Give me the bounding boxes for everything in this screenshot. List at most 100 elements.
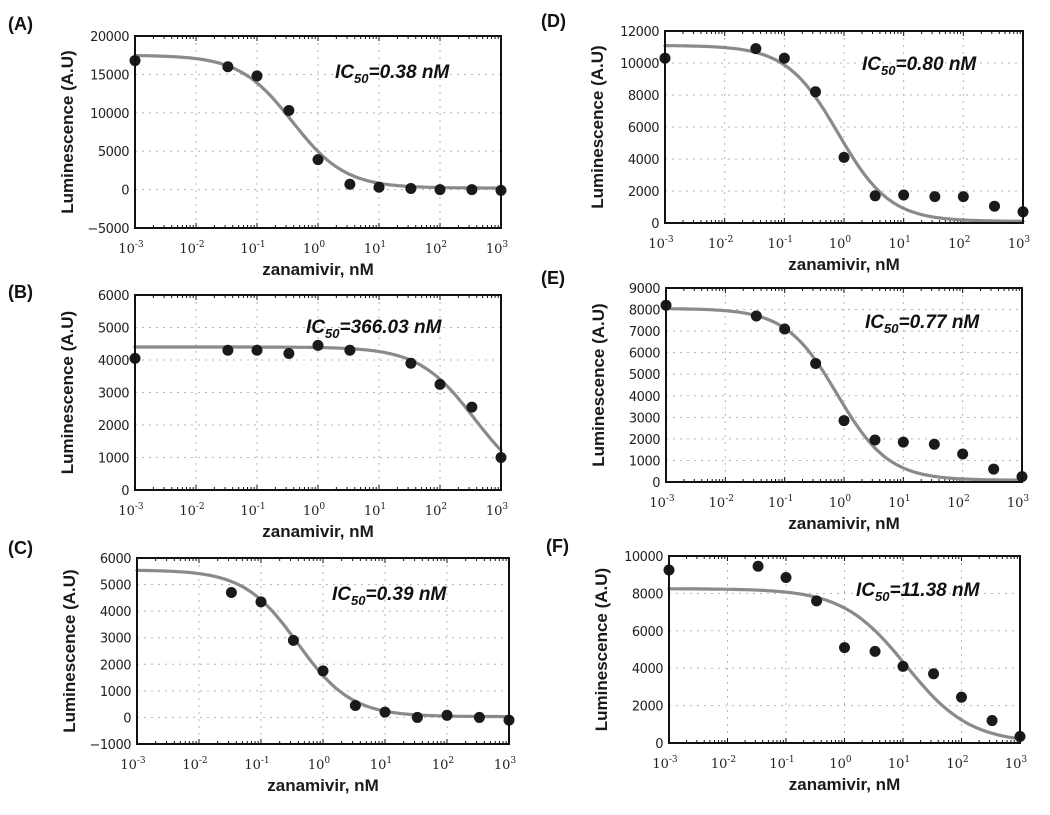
y-tick-label: 10000 [624,550,663,565]
data-point [441,709,453,721]
panel-c: −1000 0 1000 2000 3000 4000 5000 6000 10-3 10-2 10… [8,538,516,795]
ic50-annotation: IC50=366.03 nM [306,317,443,341]
data-point [810,86,822,98]
data-point [986,715,998,727]
data-point [750,43,762,55]
data-point [957,191,969,203]
x-tick-label: 10-2 [709,494,734,511]
panel-label: (E) [541,268,565,288]
x-tick-label: 10-3 [118,502,144,519]
data-point [898,189,910,201]
panel-label: (A) [8,14,33,34]
data-point [778,52,790,64]
y-tick-label: 3000 [98,387,129,402]
y-tick-label: 0 [652,476,660,491]
data-point [434,378,446,390]
x-axis-label: zanamivir, nM [262,260,373,279]
data-points [659,43,1029,218]
y-tick-label: 2000 [629,433,660,448]
data-point [811,595,823,607]
x-tick-label: 10-3 [652,755,678,772]
y-tick-label: 8000 [632,587,663,602]
data-point [869,645,881,657]
data-point [349,699,361,711]
x-tick-label: 100 [303,240,326,257]
y-tick-label: 6000 [98,289,129,304]
x-tick-label: 100 [829,755,852,772]
x-tick-label: 10-2 [708,235,733,252]
data-point [839,642,850,654]
plot-frame [136,557,510,745]
y-tick-label: 10000 [620,57,659,72]
y-tick-label: 0 [121,484,129,499]
data-point [344,178,356,190]
x-tick-label: 101 [888,494,910,511]
y-tick-label: 3000 [100,632,131,647]
x-tick-label: 103 [486,502,509,519]
x-tick-label: 10-1 [240,240,265,257]
y-tick-label: 4000 [628,153,659,168]
y-tick-label: 4000 [100,605,131,620]
x-tick-label: 10-1 [240,502,265,519]
y-tick-label: 4000 [632,662,663,677]
y-tick-label: 5000 [629,368,660,383]
data-point [255,596,267,608]
plot-frame [665,287,1023,483]
y-tick-label: 3000 [629,411,660,426]
ic50-annotation: IC50=11.38 nM [856,580,981,604]
data-point [317,665,329,677]
x-tick-label: 100 [308,756,331,773]
plot-frame [134,35,502,229]
x-tick-label: 103 [1005,755,1028,772]
panel-e: 0 1000 2000 3000 4000 5000 6000 7000 8000 9000 10-… [541,268,1029,533]
x-tick-label: 10-3 [118,240,144,257]
panel-label: (B) [8,282,33,302]
plot-frame [134,294,502,491]
data-point [251,344,263,356]
x-tick-label: 101 [364,502,386,519]
data-point [928,438,940,450]
data-point [928,668,940,680]
x-tick-label: 102 [425,240,447,257]
data-point [379,706,391,718]
data-point [411,711,423,723]
y-tick-label: 6000 [629,347,660,362]
x-tick-label: 10-2 [179,240,204,257]
x-tick-label: 102 [425,502,447,519]
x-tick-label: 10-1 [768,494,793,511]
y-tick-label: 7000 [629,325,660,340]
x-tick-label: 102 [948,494,970,511]
data-point [405,357,417,369]
data-point [956,691,967,703]
x-tick-label: 102 [948,235,970,252]
data-points [129,339,507,463]
panel-a: −5000 0 5000 10000 15000 20000 10-3 10-2 10-1 100… [8,14,508,279]
ic50-annotation: IC50=0.80 nM [862,54,977,78]
x-tick-label: 10-3 [120,756,146,773]
fit-curve [663,44,1025,223]
x-tick-label: 10-1 [244,756,269,773]
data-point [373,181,385,193]
y-tick-label: 2000 [98,419,129,434]
fit-curve [667,587,1022,741]
panel-f: 0 2000 4000 6000 8000 10000 10-3 10-2 10-1 100 101… [546,536,1027,794]
x-tick-label: 10-2 [711,755,736,772]
data-point [988,463,1000,475]
x-tick-label: 103 [1007,494,1030,511]
y-tick-label: 8000 [629,304,660,319]
panel-label: (C) [8,538,33,558]
y-tick-label: 1000 [98,452,129,467]
x-tick-label: 100 [829,494,852,511]
x-tick-label: 101 [370,756,392,773]
y-axis-label: Luminescence (A.U) [58,311,77,474]
data-points [663,560,1026,742]
x-tick-label: 103 [494,756,517,773]
x-axis-label: zanamivir, nM [788,255,899,274]
y-axis-label: Luminescence (A.U) [589,303,608,466]
y-tick-label: 2000 [100,658,131,673]
x-tick-label: 101 [364,240,386,257]
y-tick-label: 6000 [100,552,131,567]
y-tick-label: 5000 [98,145,129,160]
y-tick-label: 1000 [629,454,660,469]
